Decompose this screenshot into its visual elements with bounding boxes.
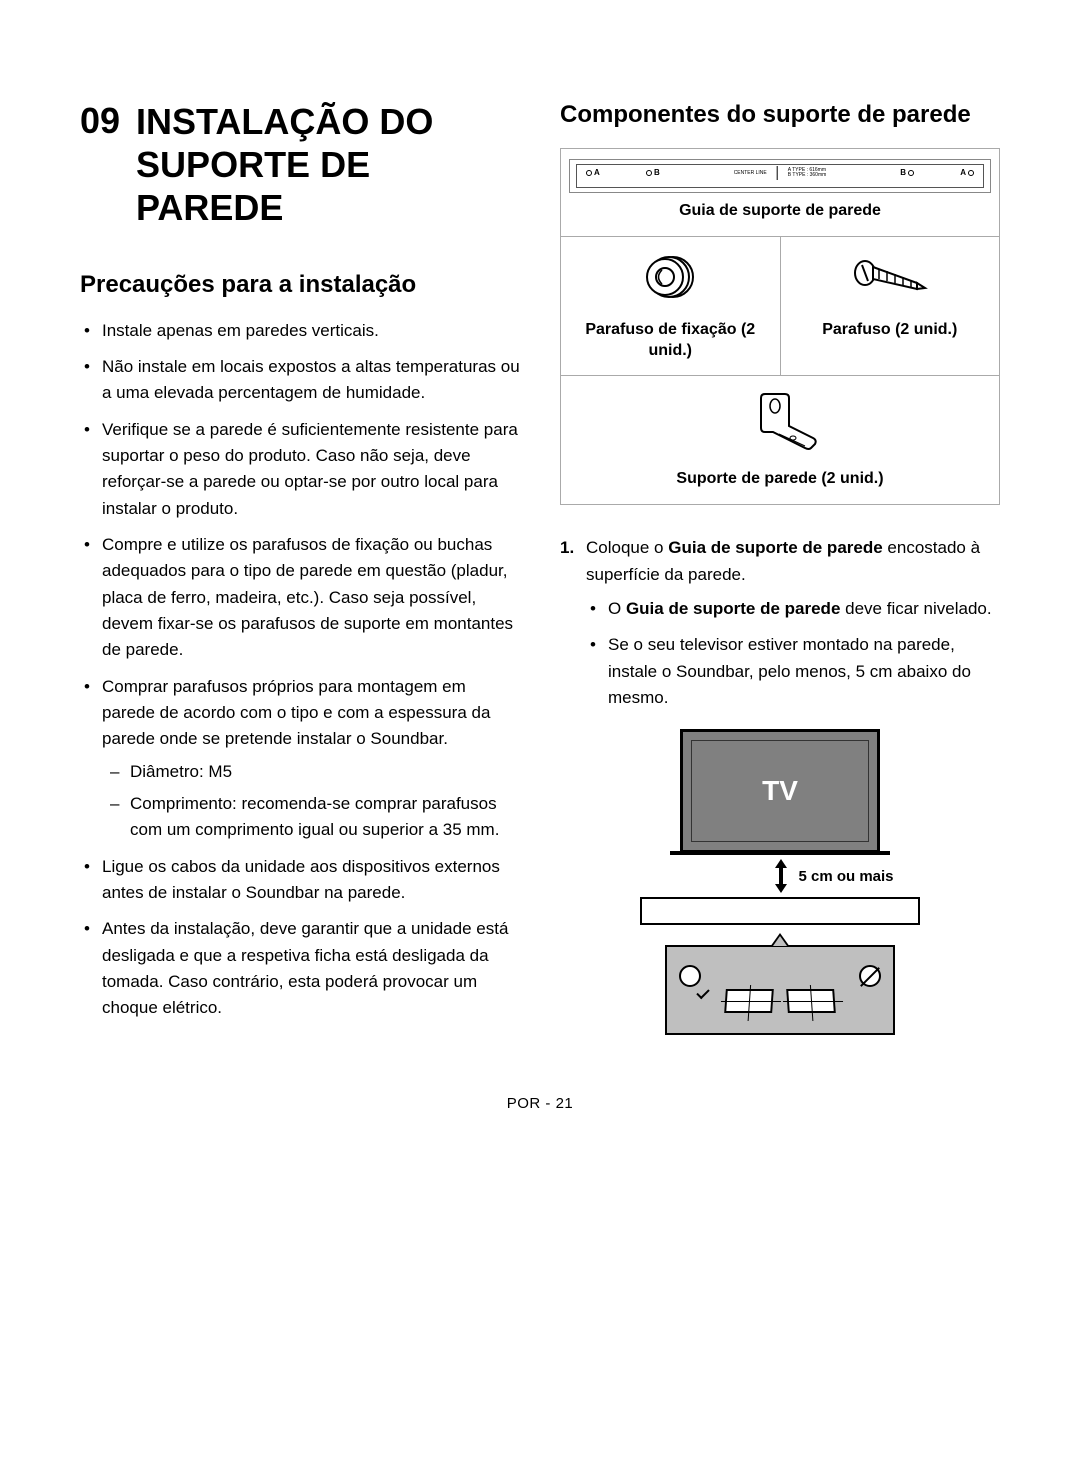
step1-prefix: Coloque o bbox=[586, 538, 668, 557]
guide-strip-diagram: A B CENTER LINE A TYPE : 616mm B TYPE : … bbox=[569, 159, 991, 193]
gap-indicator: 5 cm ou mais bbox=[738, 859, 930, 893]
double-arrow-icon bbox=[774, 859, 788, 893]
list-item: Instale apenas em paredes verticais. bbox=[102, 318, 520, 344]
screw-icon bbox=[845, 247, 935, 307]
sub1-suffix: deve ficar nivelado. bbox=[840, 599, 991, 618]
tv-box: TV bbox=[680, 729, 880, 853]
list-item-text: Comprar parafusos próprios para montagem… bbox=[102, 677, 490, 749]
precautions-list: Instale apenas em paredes verticais. Não… bbox=[80, 318, 520, 1022]
components-heading: Componentes do suporte de parede bbox=[560, 100, 1000, 130]
list-item: O Guia de suporte de parede deve ficar n… bbox=[608, 596, 1000, 622]
list-item: Antes da instalação, deve garantir que a… bbox=[102, 916, 520, 1021]
mark-a-r: A bbox=[960, 168, 966, 177]
sub1-bold: Guia de suporte de parede bbox=[626, 599, 840, 618]
mark-b: B bbox=[654, 168, 660, 177]
page: 09 INSTALAÇÃO DO SUPORTE DE PAREDE Preca… bbox=[80, 100, 1000, 1035]
sub1-prefix: O bbox=[608, 599, 626, 618]
list-item: Comprar parafusos próprios para montagem… bbox=[102, 674, 520, 844]
sub-dash-list: Diâmetro: M5 Comprimento: recomenda-se c… bbox=[102, 759, 520, 844]
mount-guide-diagram bbox=[665, 945, 895, 1035]
step1-bold: Guia de suporte de parede bbox=[668, 538, 882, 557]
right-column: Componentes do suporte de parede A B CEN… bbox=[560, 100, 1000, 1035]
component-cell-screw: Parafuso (2 unid.) bbox=[780, 237, 1000, 376]
page-footer: POR - 21 bbox=[80, 1095, 1000, 1112]
component-cell-guide: A B CENTER LINE A TYPE : 616mm B TYPE : … bbox=[561, 149, 999, 236]
components-row-2: Parafuso de fixação (2 unid.) Par bbox=[561, 236, 999, 376]
tv-label: TV bbox=[762, 775, 798, 807]
list-item: Diâmetro: M5 bbox=[130, 759, 520, 785]
mark-b-r: B bbox=[900, 168, 906, 177]
component-label: Parafuso de fixação (2 unid.) bbox=[569, 320, 772, 362]
component-label: Parafuso (2 unid.) bbox=[789, 320, 992, 341]
list-item: Verifique se a parede é suficientemente … bbox=[102, 417, 520, 522]
chapter-text: INSTALAÇÃO DO SUPORTE DE PAREDE bbox=[136, 100, 520, 230]
component-cell-bracket: Suporte de parede (2 unid.) bbox=[561, 375, 999, 504]
list-item: Compre e utilize os parafusos de fixação… bbox=[102, 532, 520, 664]
center-line-label: CENTER LINE bbox=[734, 171, 767, 176]
soundbar-outline bbox=[640, 897, 920, 925]
gap-label: 5 cm ou mais bbox=[798, 868, 893, 885]
left-column: 09 INSTALAÇÃO DO SUPORTE DE PAREDE Preca… bbox=[80, 100, 520, 1035]
install-steps: Coloque o Guia de suporte de parede enco… bbox=[560, 535, 1000, 711]
components-grid: A B CENTER LINE A TYPE : 616mm B TYPE : … bbox=[560, 148, 1000, 505]
precautions-heading: Precauções para a instalação bbox=[80, 270, 520, 300]
bracket-icon bbox=[735, 386, 825, 456]
list-item: Ligue os cabos da unidade aos dispositiv… bbox=[102, 854, 520, 907]
mark-a: A bbox=[594, 168, 600, 177]
chapter-title: 09 INSTALAÇÃO DO SUPORTE DE PAREDE bbox=[80, 100, 520, 230]
component-cell-holder-screw: Parafuso de fixação (2 unid.) bbox=[561, 237, 780, 376]
component-label: Guia de suporte de parede bbox=[569, 201, 991, 222]
chapter-number: 09 bbox=[80, 100, 120, 142]
holder-screw-icon bbox=[635, 247, 705, 307]
tv-spacing-diagram: TV 5 cm ou mais bbox=[630, 729, 930, 1035]
step-1: Coloque o Guia de suporte de parede enco… bbox=[586, 535, 1000, 711]
component-label: Suporte de parede (2 unid.) bbox=[569, 469, 991, 490]
step1-sublist: O Guia de suporte de parede deve ficar n… bbox=[586, 596, 1000, 711]
list-item: Comprimento: recomenda-se comprar parafu… bbox=[130, 791, 520, 844]
type-b-label: B TYPE : 360mm bbox=[788, 172, 827, 178]
list-item: Não instale em locais expostos a altas t… bbox=[102, 354, 520, 407]
list-item: Se o seu televisor estiver montado na pa… bbox=[608, 632, 1000, 711]
